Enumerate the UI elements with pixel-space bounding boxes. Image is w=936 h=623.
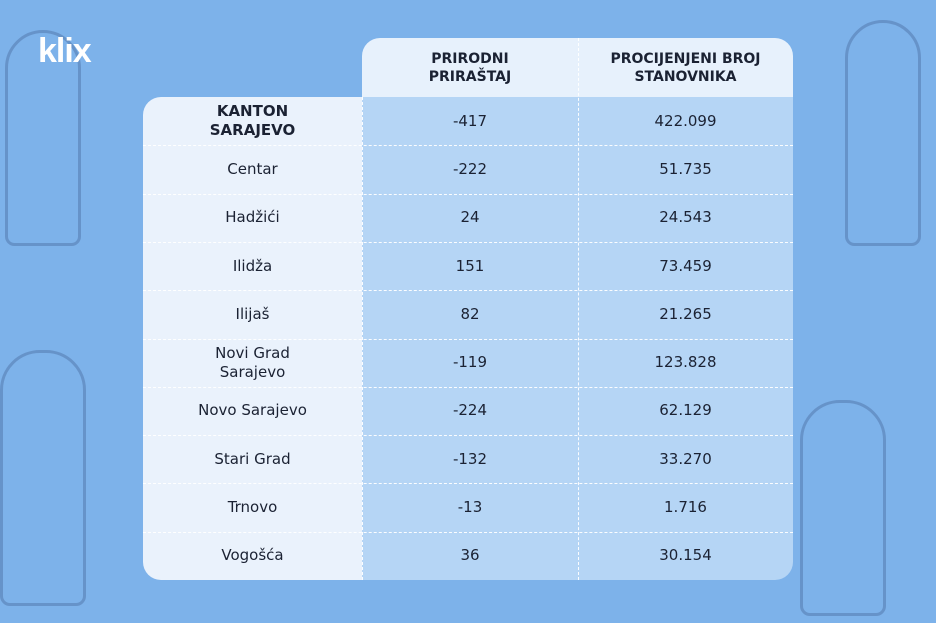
row-label: Centar [227, 159, 278, 178]
column-divider [578, 38, 579, 580]
cell: 51.735 [659, 159, 712, 178]
cell: 33.270 [659, 449, 712, 468]
cell: 151 [455, 256, 485, 275]
row-label: Novo Sarajevo [198, 401, 307, 420]
cell: 24.543 [659, 208, 712, 227]
cell: -13 [457, 498, 483, 517]
row-divider [143, 145, 793, 147]
logo: klix [38, 32, 92, 70]
background-figure [5, 30, 81, 246]
row-label: Hadžići [225, 208, 280, 227]
column-header: PRIRODNI PRIRAŠTAJ [428, 50, 512, 85]
cell: 82 [460, 304, 480, 323]
row-divider [143, 241, 793, 243]
row-label: Ilijaš [235, 304, 270, 323]
cell: 422.099 [654, 111, 717, 130]
row-divider [143, 193, 793, 195]
row-divider [143, 435, 793, 437]
row-divider [143, 531, 793, 533]
background-figure [800, 400, 886, 616]
row-divider [143, 290, 793, 292]
row-label: Trnovo [227, 498, 278, 517]
header-panel [362, 38, 793, 97]
background-figure [845, 20, 921, 246]
cell: -222 [452, 159, 488, 178]
cell: 21.265 [659, 304, 712, 323]
row-label: Ilidža [232, 256, 273, 275]
row-label: Novi Grad Sarajevo [215, 343, 290, 381]
row-divider [143, 386, 793, 388]
cell: -417 [452, 111, 488, 130]
cell: 123.828 [654, 353, 717, 372]
row-label: KANTON SARAJEVO [209, 102, 296, 140]
cell: 62.129 [659, 401, 712, 420]
row-label: Vogošća [221, 546, 284, 565]
cell: -224 [452, 401, 488, 420]
cell: 1.716 [664, 498, 707, 517]
row-label: Stari Grad [214, 449, 291, 468]
cell: 30.154 [659, 546, 712, 565]
cell: 36 [460, 546, 480, 565]
cell: 73.459 [659, 256, 712, 275]
row-divider [143, 483, 793, 485]
column-header: PROCIJENJENI BROJ STANOVNIKA [610, 50, 761, 85]
row-divider [143, 338, 793, 340]
background-figure [0, 350, 86, 606]
cell: -119 [452, 353, 488, 372]
cell: -132 [452, 449, 488, 468]
cell: 24 [460, 208, 480, 227]
